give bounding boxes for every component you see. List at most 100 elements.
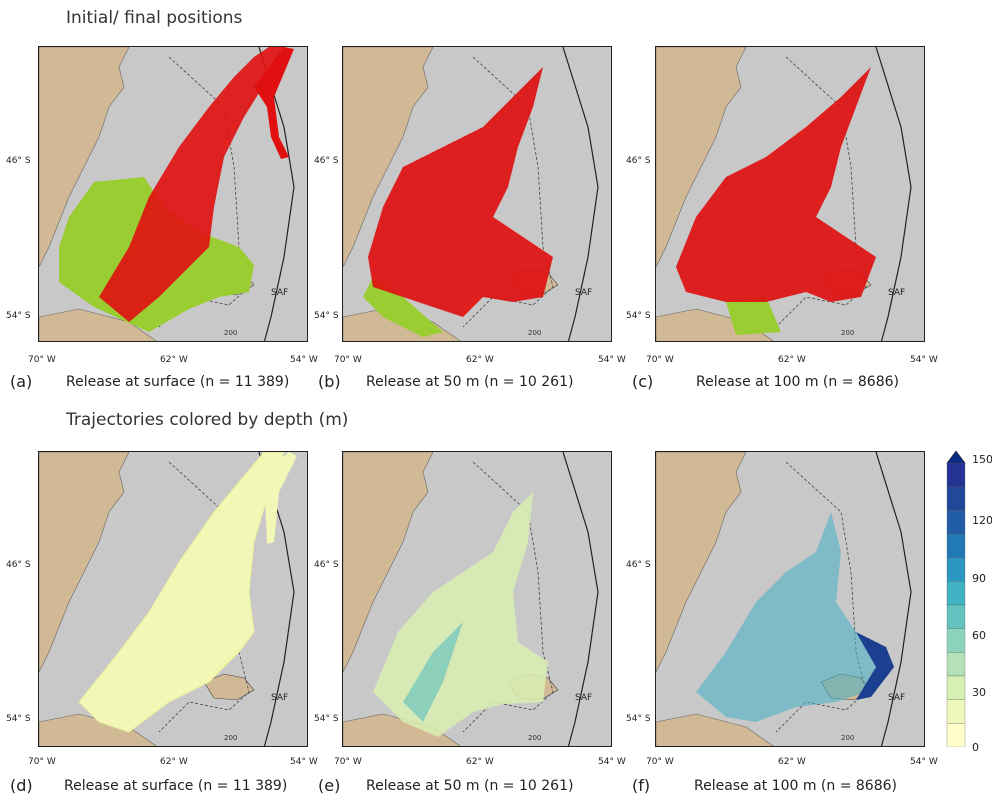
colorbar-extend-triangle bbox=[946, 451, 966, 464]
lat-tick-46-f: 46° S bbox=[626, 560, 651, 570]
lon-tick-62-c: 62° W bbox=[778, 355, 806, 365]
final-positions bbox=[368, 67, 553, 317]
lon-tick-70-b: 70° W bbox=[334, 355, 362, 365]
saf-front bbox=[258, 47, 295, 341]
lon-tick-62-e: 62° W bbox=[466, 757, 494, 767]
lat-tick-46-d: 46° S bbox=[6, 560, 31, 570]
colorbar-segment bbox=[946, 628, 966, 653]
bottom-title: Trajectories colored by depth (m) bbox=[66, 410, 349, 430]
map-e-svg: SAF 200 bbox=[343, 452, 599, 746]
saf-label: SAF bbox=[271, 288, 288, 298]
saf-front bbox=[562, 47, 599, 341]
colorbar-segment bbox=[946, 652, 966, 677]
map-d-svg: SAF 200 bbox=[39, 452, 297, 746]
lat-tick-54-f: 54° S bbox=[626, 714, 651, 724]
land bbox=[39, 47, 130, 268]
lat-tick-54-d: 54° S bbox=[6, 714, 31, 724]
land-south bbox=[39, 713, 157, 746]
lat-tick-46-b: 46° S bbox=[314, 156, 339, 166]
release-area bbox=[363, 277, 443, 337]
isobath-label: 200 bbox=[528, 734, 541, 742]
panel-label-a: (a) bbox=[10, 372, 33, 391]
lat-tick-46-c: 46° S bbox=[626, 156, 651, 166]
saf-front bbox=[562, 452, 599, 746]
shelf-break bbox=[158, 461, 250, 733]
lon-tick-54-a: 54° W bbox=[290, 355, 318, 365]
panel-caption-a: Release at surface (n = 11 389) bbox=[66, 374, 290, 390]
lon-tick-70-c: 70° W bbox=[646, 355, 674, 365]
land bbox=[656, 47, 747, 268]
isobath-label: 200 bbox=[224, 734, 237, 742]
panel-caption-b: Release at 50 m (n = 10 261) bbox=[366, 374, 574, 390]
colorbar-segment bbox=[946, 604, 966, 629]
lon-tick-70-a: 70° W bbox=[28, 355, 56, 365]
trajectories bbox=[373, 492, 548, 737]
lat-tick-54-e: 54° S bbox=[314, 714, 339, 724]
panel-caption-f: Release at 100 m (n = 8686) bbox=[694, 778, 897, 794]
panel-caption-c: Release at 100 m (n = 8686) bbox=[696, 374, 899, 390]
colorbar-tick-30: 30 bbox=[972, 686, 986, 699]
saf-front bbox=[875, 452, 912, 746]
colorbar-segment bbox=[946, 533, 966, 558]
depth-colorbar bbox=[946, 451, 966, 747]
map-panel-b: SAF 200 bbox=[342, 46, 612, 342]
top-title: Initial/ final positions bbox=[66, 8, 243, 28]
lat-tick-54-a: 54° S bbox=[6, 311, 31, 321]
colorbar-tick-150: 150 bbox=[972, 453, 992, 466]
land bbox=[343, 452, 434, 673]
falklands bbox=[203, 673, 255, 701]
lon-tick-54-b: 54° W bbox=[598, 355, 626, 365]
land-south bbox=[656, 713, 774, 746]
colorbar-tick-60: 60 bbox=[972, 629, 986, 642]
isobath-label: 200 bbox=[841, 734, 854, 742]
saf-label: SAF bbox=[575, 693, 592, 703]
saf-label: SAF bbox=[888, 693, 905, 703]
saf-label: SAF bbox=[271, 693, 288, 703]
panel-caption-e: Release at 50 m (n = 10 261) bbox=[366, 778, 574, 794]
land-south bbox=[343, 713, 461, 746]
map-panel-e: SAF 200 bbox=[342, 451, 612, 747]
saf-label: SAF bbox=[575, 288, 592, 298]
lon-tick-54-e: 54° W bbox=[598, 757, 626, 767]
map-f-svg: SAF 200 bbox=[656, 452, 912, 746]
isobath-label: 200 bbox=[528, 329, 541, 337]
isobath-label: 200 bbox=[224, 329, 237, 337]
map-panel-f: SAF 200 bbox=[655, 451, 925, 747]
colorbar-tick-90: 90 bbox=[972, 572, 986, 585]
land bbox=[656, 452, 747, 673]
panel-label-c: (c) bbox=[632, 372, 654, 391]
lon-tick-62-b: 62° W bbox=[466, 355, 494, 365]
trajectories-deep bbox=[403, 622, 463, 722]
colorbar-segment bbox=[946, 557, 966, 582]
saf-label: SAF bbox=[888, 288, 905, 298]
lon-tick-62-f: 62° W bbox=[778, 757, 806, 767]
colorbar-segment bbox=[946, 723, 966, 747]
panel-label-b: (b) bbox=[318, 372, 341, 391]
lat-tick-54-b: 54° S bbox=[314, 311, 339, 321]
colorbar-segment bbox=[946, 510, 966, 535]
lon-tick-70-e: 70° W bbox=[334, 757, 362, 767]
saf-front bbox=[258, 452, 295, 746]
lon-tick-54-d: 54° W bbox=[290, 757, 318, 767]
map-panel-d: SAF 200 bbox=[38, 451, 308, 747]
map-a-svg: SAF 200 bbox=[39, 47, 295, 341]
colorbar-segment bbox=[946, 675, 966, 700]
trajectories bbox=[78, 452, 285, 733]
lat-tick-54-c: 54° S bbox=[626, 311, 651, 321]
panel-caption-d: Release at surface (n = 11 389) bbox=[64, 778, 288, 794]
colorbar-segment bbox=[946, 486, 966, 511]
saf-front bbox=[875, 47, 912, 341]
isobath-label: 200 bbox=[841, 329, 854, 337]
lon-tick-70-f: 70° W bbox=[646, 757, 674, 767]
lon-tick-70-d: 70° W bbox=[28, 757, 56, 767]
land bbox=[39, 452, 130, 673]
panel-label-d: (d) bbox=[10, 776, 33, 795]
panel-label-e: (e) bbox=[318, 776, 341, 795]
colorbar-segment bbox=[946, 699, 966, 724]
colorbar-tick-0: 0 bbox=[972, 741, 979, 754]
trajectories-deep bbox=[856, 632, 894, 700]
trajectories-north bbox=[264, 452, 297, 544]
map-b-svg: SAF 200 bbox=[343, 47, 599, 341]
panel-label-f: (f) bbox=[632, 776, 651, 795]
lon-tick-54-f: 54° W bbox=[910, 757, 938, 767]
